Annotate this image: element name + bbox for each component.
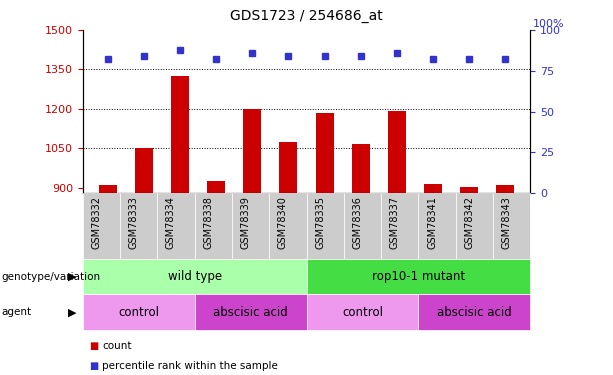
Text: GSM78342: GSM78342 (464, 196, 474, 249)
Text: wild type: wild type (167, 270, 222, 283)
Bar (424, 184, 442, 193)
Text: GSM78333: GSM78333 (129, 196, 139, 249)
Bar (496, 185, 514, 193)
Text: ▶: ▶ (68, 307, 77, 317)
Text: percentile rank within the sample: percentile rank within the sample (102, 361, 278, 371)
Text: GSM78340: GSM78340 (278, 196, 288, 249)
Text: count: count (102, 341, 132, 351)
Text: abscisic acid: abscisic acid (213, 306, 288, 319)
Bar (135, 148, 153, 193)
Text: GSM78334: GSM78334 (166, 196, 176, 249)
Text: GSM78337: GSM78337 (390, 196, 400, 249)
Text: GSM78338: GSM78338 (204, 196, 213, 249)
Text: GSM78332: GSM78332 (91, 196, 101, 249)
Bar (280, 142, 297, 193)
Text: abscisic acid: abscisic acid (437, 306, 512, 319)
Bar (387, 111, 406, 193)
Text: agent: agent (1, 307, 31, 317)
Text: ■: ■ (89, 341, 98, 351)
Text: GSM78343: GSM78343 (501, 196, 512, 249)
Text: ▶: ▶ (68, 272, 77, 282)
Text: genotype/variation: genotype/variation (1, 272, 101, 282)
Text: GDS1723 / 254686_at: GDS1723 / 254686_at (230, 9, 383, 23)
Bar (171, 76, 189, 193)
Bar (99, 185, 117, 193)
Bar (352, 144, 370, 193)
Text: control: control (118, 306, 159, 319)
Text: 100%: 100% (533, 19, 565, 29)
Text: rop10-1 mutant: rop10-1 mutant (372, 270, 465, 283)
Text: GSM78335: GSM78335 (315, 196, 325, 249)
Bar (316, 113, 333, 193)
Bar (460, 186, 478, 193)
Bar (243, 109, 261, 193)
Bar (207, 181, 226, 193)
Text: control: control (342, 306, 383, 319)
Text: GSM78339: GSM78339 (240, 196, 251, 249)
Text: GSM78341: GSM78341 (427, 196, 437, 249)
Text: GSM78336: GSM78336 (352, 196, 362, 249)
Text: ■: ■ (89, 361, 98, 371)
